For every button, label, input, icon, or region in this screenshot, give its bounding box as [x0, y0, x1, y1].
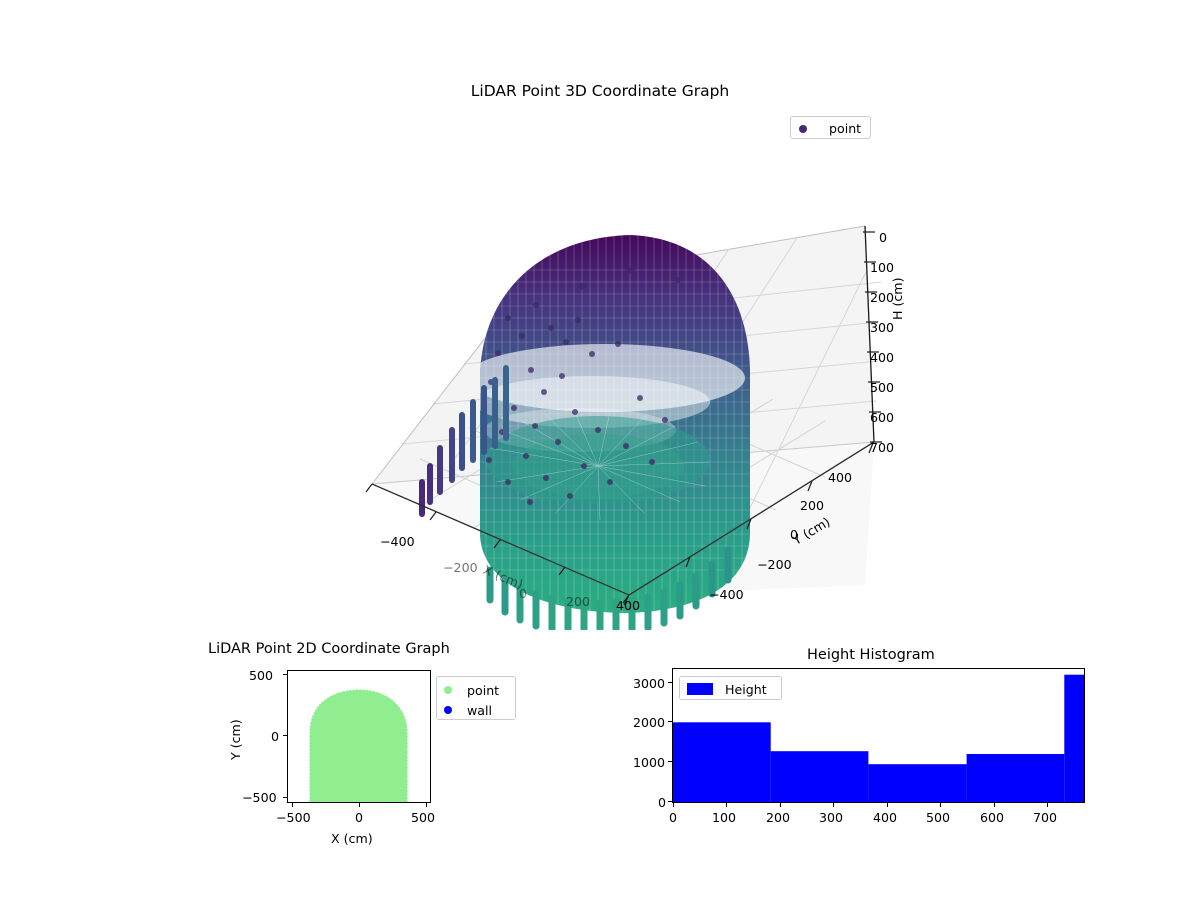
histogram-legend[interactable]: Height: [679, 676, 782, 700]
histogram-x-tick-0: 0: [669, 810, 678, 825]
legend-item-point: point: [444, 680, 508, 700]
plot2d-point-cloud: [310, 690, 407, 802]
plot2d-ytick-0: [283, 735, 287, 736]
legend-label-height: Height: [725, 681, 767, 697]
plot2d-ytick-500: [283, 674, 287, 675]
histogram-title: Height Histogram: [807, 647, 935, 663]
plot3d-z-tick-700: 700: [870, 440, 895, 455]
legend-item-height: Height: [687, 677, 774, 701]
histogram-bar: [1064, 674, 1084, 802]
histogram-xtick-600: [994, 803, 995, 807]
plot3d-x-tick-400: 400: [616, 598, 641, 613]
plot3d-y-tick-neg200: −200: [757, 557, 792, 572]
plot2d-y-axis-label: Y (cm): [228, 719, 243, 760]
histogram-y-tick-2000: 2000: [633, 715, 666, 730]
plot3d-z-tick-400: 400: [870, 350, 895, 365]
histogram-xtick-500: [940, 803, 941, 807]
plot3d-z-tick-600: 600: [870, 410, 895, 425]
plot2d-ytick-neg500: [283, 797, 287, 798]
plot3d-x-tick-200: 200: [566, 594, 591, 609]
legend-label-wall: wall: [467, 702, 493, 718]
plot3d-y-tick-200: 200: [800, 498, 825, 513]
plot3d-z-tick-100: 100: [870, 260, 895, 275]
plot3d-title: LiDAR Point 3D Coordinate Graph: [470, 82, 730, 100]
histogram-x-tick-200: 200: [766, 810, 791, 825]
plot3d-x-tick-neg200: −200: [443, 560, 478, 575]
plot2d-svg: [309, 689, 408, 802]
plot3d-x-tick-0: 0: [519, 586, 528, 601]
histogram-y-tick-0: 0: [658, 795, 667, 810]
plot3d-legend[interactable]: point: [790, 116, 871, 139]
plot2d-xtick-neg500: [292, 803, 293, 807]
plot3d-x-tick-neg400: −400: [380, 534, 415, 549]
plot3d-y-tick-neg400: −400: [709, 587, 744, 602]
histogram-axes[interactable]: [672, 668, 1085, 803]
histogram-bar: [770, 751, 869, 802]
histogram-x-tick-400: 400: [873, 810, 898, 825]
plot2d-x-tick-500: 500: [411, 810, 436, 825]
plot3d-y-tick-0: 0: [790, 527, 799, 542]
plot2d-axes[interactable]: [287, 670, 431, 803]
histogram-ytick-0: [668, 801, 672, 802]
histogram-xtick-100: [726, 803, 727, 807]
histogram-x-tick-500: 500: [926, 810, 951, 825]
histogram-bar: [673, 722, 771, 802]
wall-marker-icon: [444, 706, 452, 714]
plot2d-x-axis-label: X (cm): [331, 831, 373, 846]
plot3d-axes[interactable]: [330, 130, 910, 630]
histogram-xtick-400: [887, 803, 888, 807]
plot3d-y-ticks: [623, 442, 874, 606]
histogram-xtick-700: [1047, 803, 1048, 807]
plot3d-svg: [365, 225, 882, 630]
plot2d-y-tick-500: 500: [249, 668, 274, 683]
histogram-bars: [673, 674, 1084, 802]
plot3d-z-tick-300: 300: [870, 320, 895, 335]
plot3d-left-columns: [419, 365, 509, 517]
histogram-bar: [868, 764, 967, 802]
plot3d-x-ticks: [365, 483, 630, 604]
point-marker-icon: [799, 124, 807, 133]
plot2d-x-tick-0: 0: [355, 810, 364, 825]
point-marker-icon: [444, 686, 452, 694]
histogram-ytick-3000: [668, 682, 672, 683]
plot3d-y-tick-400: 400: [828, 470, 853, 485]
plot3d-z-ticks: [863, 231, 882, 443]
histogram-ytick-2000: [668, 721, 672, 722]
plot2d-legend[interactable]: point wall: [436, 676, 516, 720]
plot2d-x-tick-neg500: −500: [276, 810, 311, 825]
plot3d-z-tick-0: 0: [879, 230, 888, 245]
legend-label-point: point: [467, 682, 500, 698]
plot2d-xtick-500: [426, 803, 427, 807]
plot3d-z-tick-500: 500: [870, 380, 895, 395]
histogram-svg: [673, 674, 1084, 802]
histogram-x-tick-700: 700: [1033, 810, 1058, 825]
histogram-x-tick-300: 300: [819, 810, 844, 825]
histogram-xtick-300: [833, 803, 834, 807]
histogram-xtick-0: [673, 803, 674, 807]
histogram-y-tick-1000: 1000: [633, 755, 666, 770]
height-patch-icon: [687, 683, 713, 695]
plot2d-y-tick-0: 0: [271, 729, 280, 744]
histogram-y-tick-3000: 3000: [633, 676, 666, 691]
legend-item-point: point: [799, 117, 862, 140]
plot2d-title: LiDAR Point 2D Coordinate Graph: [208, 641, 450, 657]
histogram-ytick-1000: [668, 761, 672, 762]
plot3d-bottom-columns: [486, 546, 732, 630]
plot2d-y-tick-neg500: −500: [242, 790, 277, 805]
histogram-x-tick-100: 100: [712, 810, 737, 825]
histogram-xtick-200: [780, 803, 781, 807]
histogram-bar: [966, 754, 1065, 802]
legend-label-point: point: [829, 121, 862, 136]
plot3d-z-axis-label: H (cm): [890, 277, 905, 321]
plot3d-z-tick-200: 200: [870, 290, 895, 305]
histogram-x-tick-600: 600: [980, 810, 1005, 825]
legend-item-wall: wall: [444, 700, 508, 720]
plot2d-xtick-0: [359, 803, 360, 807]
